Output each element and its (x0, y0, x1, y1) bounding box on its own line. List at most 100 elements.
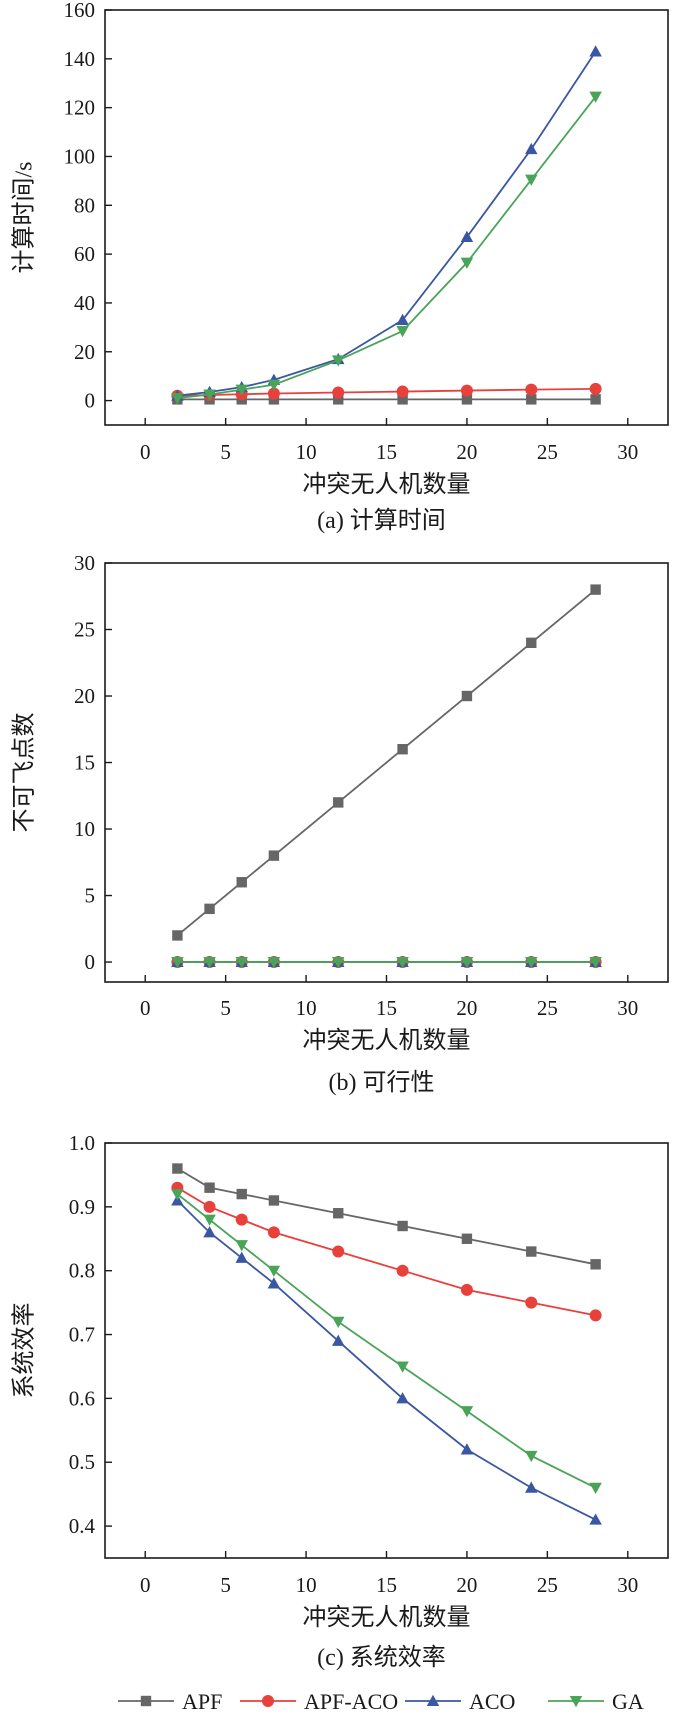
legend-label: GA (612, 1689, 644, 1714)
data-point (332, 1334, 345, 1346)
data-point (172, 930, 183, 941)
legend-marker (262, 1695, 274, 1707)
chart-panel-1: 0 5 10 15 20 25 30 0 20 40 60 80 100 120 140 160 冲突无人机数量… (11, 0, 669, 534)
data-point (525, 383, 538, 396)
data-point (589, 45, 602, 57)
y-tick-label: 140 (64, 47, 96, 71)
data-point (204, 1182, 215, 1193)
x-tick-label: 25 (537, 1573, 558, 1597)
plot-frame (104, 562, 669, 983)
data-point (397, 1220, 408, 1232)
x-tick-label: 30 (617, 1573, 638, 1597)
data-point (268, 1195, 280, 1206)
x-tick-label: 15 (376, 440, 397, 464)
series-ga (171, 957, 602, 969)
chart-panel-3: 0 5 10 15 20 25 30 0.4 0.5 0.6 0.7 0.8 0.9 1.0 冲突无人机数量… (11, 1131, 669, 1671)
data-point (525, 1296, 538, 1309)
data-point (235, 1240, 248, 1252)
x-tick-label: 25 (537, 440, 558, 464)
series-apf (172, 584, 601, 941)
x-tick-label: 0 (140, 1573, 151, 1597)
data-point (203, 957, 216, 969)
data-point (203, 389, 216, 401)
data-point (396, 1361, 409, 1373)
data-point (267, 387, 280, 400)
y-axis-title: 计算时间/s (11, 161, 38, 273)
data-point (460, 1443, 474, 1455)
chart-panels: 0 5 10 15 20 25 30020406080100120140160冲突无人机数量… (11, 0, 669, 1671)
y-tick-label: 5 (85, 884, 96, 908)
chart-panel-2: 0 5 10 15 20 25 30 0 5 10 15 20 25 30 冲突无人机数量 不可飞点数 (b) … (11, 551, 669, 1096)
y-tick-label: 80 (74, 193, 95, 217)
data-point (460, 384, 473, 397)
data-point (461, 690, 473, 702)
x-tick-label: 15 (376, 1573, 397, 1597)
data-point (590, 584, 601, 595)
data-point (333, 394, 344, 405)
data-point (396, 326, 409, 338)
y-axis-title: 系统效率 (11, 1303, 38, 1399)
series-ga (171, 1189, 602, 1495)
legend-marker (140, 1695, 152, 1707)
data-point (460, 957, 474, 969)
data-point (267, 1226, 280, 1239)
y-tick-label: 20 (74, 340, 95, 364)
series-aco (171, 1194, 602, 1525)
y-tick-label: 1.0 (69, 1131, 95, 1155)
plot-frame (104, 1142, 669, 1559)
data-point (525, 957, 538, 969)
data-point (525, 142, 538, 155)
data-point (590, 394, 601, 405)
x-tick-label: 5 (220, 1573, 231, 1597)
legend-item-ga: GA (548, 1689, 644, 1714)
data-point (332, 957, 345, 969)
data-point (333, 797, 344, 808)
data-point (461, 1233, 473, 1244)
data-point (235, 1251, 248, 1263)
x-tick-label: 15 (376, 996, 397, 1020)
data-point (333, 1208, 344, 1219)
series-aco (171, 45, 602, 401)
data-point (589, 1482, 602, 1495)
legend-item-apf: APF (118, 1689, 222, 1714)
data-point (525, 1481, 538, 1493)
data-point (236, 877, 247, 888)
data-point (171, 957, 184, 969)
data-point (235, 1213, 248, 1226)
y-axis-title: 不可飞点数 (11, 713, 38, 833)
x-tick-label: 20 (456, 440, 477, 464)
x-tick-label: 30 (617, 440, 638, 464)
series-line (177, 51, 597, 397)
legend-item-aco: ACO (405, 1689, 515, 1714)
x-axis-title: 冲突无人机数量 (303, 1027, 471, 1054)
data-point (203, 1226, 216, 1238)
legend: APF APF-ACO ACO GA (118, 1689, 644, 1714)
y-tick-label: 0.7 (69, 1323, 95, 1347)
data-point (235, 384, 248, 396)
y-tick-label: 10 (74, 817, 95, 841)
y-tick-label: 0.6 (69, 1386, 95, 1410)
data-point (332, 1316, 345, 1329)
y-tick-label: 60 (74, 242, 95, 266)
x-tick-label: 5 (220, 440, 231, 464)
data-point (526, 1246, 537, 1257)
x-tick-label: 0 (140, 996, 151, 1020)
x-tick-label: 10 (296, 996, 317, 1020)
data-point (268, 850, 280, 861)
y-tick-label: 160 (64, 0, 96, 22)
data-point (589, 1513, 602, 1525)
data-point (589, 91, 602, 103)
data-point (171, 393, 184, 405)
data-point (589, 957, 602, 969)
x-axis-title: 冲突无人机数量 (303, 1604, 471, 1631)
x-tick-label: 20 (456, 1573, 477, 1597)
legend-item-apf-aco: APF-ACO (240, 1689, 398, 1714)
legend-label: ACO (469, 1689, 515, 1714)
data-point (235, 957, 248, 969)
data-point (397, 744, 408, 755)
x-tick-label: 5 (220, 996, 231, 1020)
x-tick-label: 0 (140, 440, 151, 464)
y-tick-label: 0.8 (69, 1259, 95, 1283)
data-point (204, 903, 215, 915)
data-point (525, 174, 538, 186)
